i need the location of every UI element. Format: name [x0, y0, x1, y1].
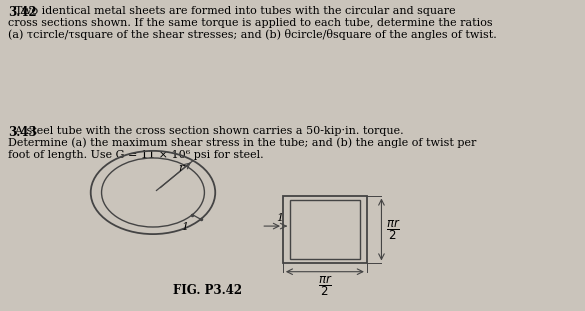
Text: A steel tube with the cross section shown carries a 50-kip·in. torque.
Determine: A steel tube with the cross section show…: [8, 126, 476, 160]
Text: 1: 1: [277, 213, 284, 223]
Text: 3.42: 3.42: [8, 6, 37, 19]
Text: $\dfrac{\pi r}{2}$: $\dfrac{\pi r}{2}$: [386, 217, 400, 242]
Text: 3.43: 3.43: [8, 126, 37, 139]
Text: FIG. P3.42: FIG. P3.42: [173, 284, 242, 297]
Text: $\dfrac{\pi r}{2}$: $\dfrac{\pi r}{2}$: [318, 273, 332, 298]
Bar: [283, 196, 367, 263]
Bar: [290, 200, 360, 259]
Text: 1: 1: [181, 221, 188, 232]
Text: r: r: [178, 164, 184, 174]
Text: Two identical metal sheets are formed into tubes with the circular and square
cr: Two identical metal sheets are formed in…: [8, 6, 497, 40]
